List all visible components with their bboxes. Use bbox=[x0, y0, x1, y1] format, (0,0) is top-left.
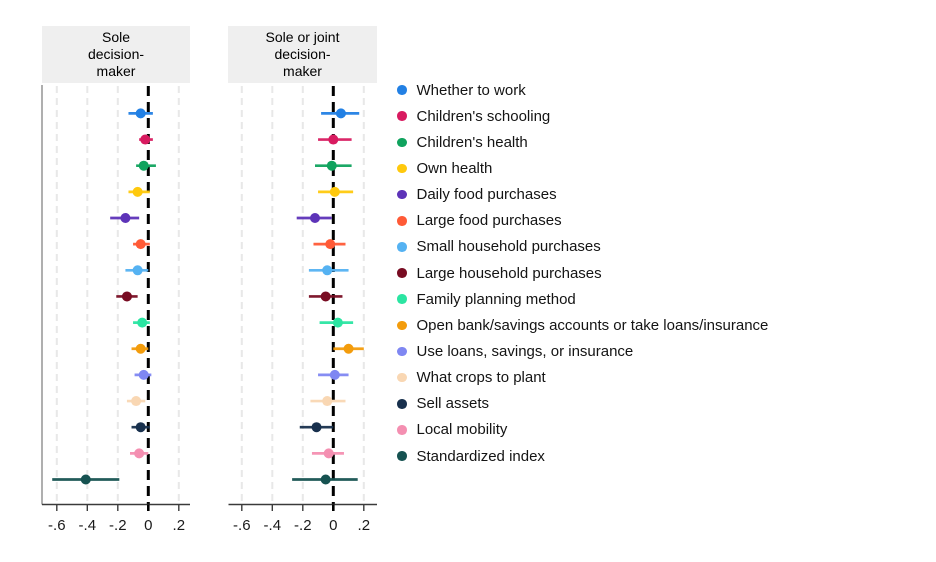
legend-dot-icon bbox=[397, 111, 407, 121]
legend-dot-icon bbox=[397, 399, 407, 409]
data-point bbox=[310, 213, 320, 223]
data-point bbox=[140, 134, 151, 145]
x-tick-label: -.2 bbox=[109, 517, 127, 534]
data-point bbox=[335, 108, 346, 119]
x-tick-label: -.4 bbox=[79, 517, 97, 534]
legend-label: Daily food purchases bbox=[416, 186, 557, 204]
data-point bbox=[135, 108, 146, 119]
legend-dot-icon bbox=[397, 451, 407, 461]
panel-header-sole-or-joint: Sole or joint decision- maker bbox=[228, 26, 377, 83]
data-point bbox=[323, 448, 334, 459]
legend-dot-icon bbox=[397, 163, 407, 174]
legend-label: Children's health bbox=[416, 133, 528, 151]
data-point bbox=[138, 369, 149, 380]
legend-dot-icon bbox=[397, 294, 407, 304]
panel-0: -.6 -.4 -.2 0 .2 bbox=[41, 85, 190, 534]
x-tick-label: -.6 bbox=[48, 517, 66, 534]
panel-header-sole: Sole decision- maker bbox=[42, 26, 190, 83]
data-point bbox=[343, 343, 354, 354]
legend: Whether to work Children's schooling Child… bbox=[397, 77, 768, 469]
data-point bbox=[329, 186, 340, 197]
x-tick-label: .2 bbox=[173, 517, 186, 534]
data-point bbox=[311, 422, 322, 433]
data-point bbox=[322, 396, 333, 407]
x-tick-label: -.6 bbox=[233, 517, 251, 534]
legend-label: What crops to plant bbox=[416, 369, 546, 387]
legend-dot-icon bbox=[397, 346, 407, 357]
legend-item: What crops to plant bbox=[397, 365, 768, 391]
legend-dot-icon bbox=[397, 268, 407, 278]
data-point bbox=[332, 317, 343, 328]
legend-dot-icon bbox=[397, 320, 407, 331]
legend-dot-icon bbox=[397, 425, 407, 435]
data-point bbox=[138, 160, 149, 171]
x-tick-label: 0 bbox=[329, 517, 337, 534]
data-point bbox=[137, 317, 148, 328]
x-tick-label: 0 bbox=[144, 517, 152, 534]
data-point bbox=[135, 239, 146, 250]
data-point bbox=[131, 396, 142, 407]
legend-label: Large household purchases bbox=[416, 264, 602, 282]
data-point bbox=[326, 160, 337, 171]
data-point bbox=[320, 474, 331, 485]
legend-label: Local mobility bbox=[416, 421, 508, 439]
legend-item: Standardized index bbox=[397, 443, 768, 469]
legend-label: Use loans, savings, or insurance bbox=[416, 342, 634, 360]
legend-item: Open bank/savings accounts or take loans… bbox=[397, 312, 768, 338]
data-point bbox=[328, 134, 339, 145]
data-point bbox=[120, 213, 131, 223]
data-point bbox=[329, 369, 340, 380]
legend-dot-icon bbox=[397, 242, 407, 252]
legend-item: Large household purchases bbox=[397, 260, 768, 286]
panel-1: -.6 -.4 -.2 0 .2 bbox=[228, 86, 377, 534]
data-point bbox=[325, 239, 336, 250]
legend-item: Small household purchases bbox=[397, 234, 768, 260]
data-point bbox=[135, 343, 146, 354]
data-point bbox=[121, 291, 132, 302]
data-point bbox=[135, 422, 146, 433]
legend-label: Sell assets bbox=[416, 395, 490, 413]
legend-item: Sell assets bbox=[397, 391, 768, 417]
x-tick-label: -.4 bbox=[264, 517, 282, 534]
x-tick-label: .2 bbox=[358, 517, 371, 534]
legend-item: Family planning method bbox=[397, 286, 768, 312]
legend-item: Whether to work bbox=[397, 77, 768, 103]
legend-dot-icon bbox=[397, 85, 407, 95]
legend-label: Large food purchases bbox=[416, 212, 562, 230]
x-tick-label: -.2 bbox=[294, 517, 312, 534]
legend-dot-icon bbox=[397, 137, 407, 148]
legend-item: Daily food purchases bbox=[397, 182, 768, 208]
legend-label: Children's schooling bbox=[416, 107, 551, 125]
legend-dot-icon bbox=[397, 189, 407, 200]
data-point bbox=[80, 474, 91, 485]
data-point bbox=[132, 265, 143, 276]
data-point bbox=[322, 265, 333, 276]
legend-item: Children's schooling bbox=[397, 103, 768, 129]
legend-item: Large food purchases bbox=[397, 208, 768, 234]
legend-label: Family planning method bbox=[416, 290, 576, 308]
legend-dot-icon bbox=[397, 216, 407, 226]
legend-dot-icon bbox=[397, 372, 407, 383]
data-point bbox=[320, 291, 331, 302]
data-point bbox=[132, 186, 143, 197]
data-point bbox=[134, 448, 145, 459]
legend-label: Own health bbox=[416, 159, 493, 177]
legend-item: Local mobility bbox=[397, 417, 768, 443]
legend-item: Own health bbox=[397, 155, 768, 181]
legend-label: Small household purchases bbox=[416, 238, 601, 256]
legend-label: Open bank/savings accounts or take loans… bbox=[416, 316, 769, 334]
legend-label: Standardized index bbox=[416, 447, 545, 465]
legend-label: Whether to work bbox=[416, 81, 526, 99]
legend-item: Use loans, savings, or insurance bbox=[397, 338, 768, 364]
legend-item: Children's health bbox=[397, 129, 768, 155]
